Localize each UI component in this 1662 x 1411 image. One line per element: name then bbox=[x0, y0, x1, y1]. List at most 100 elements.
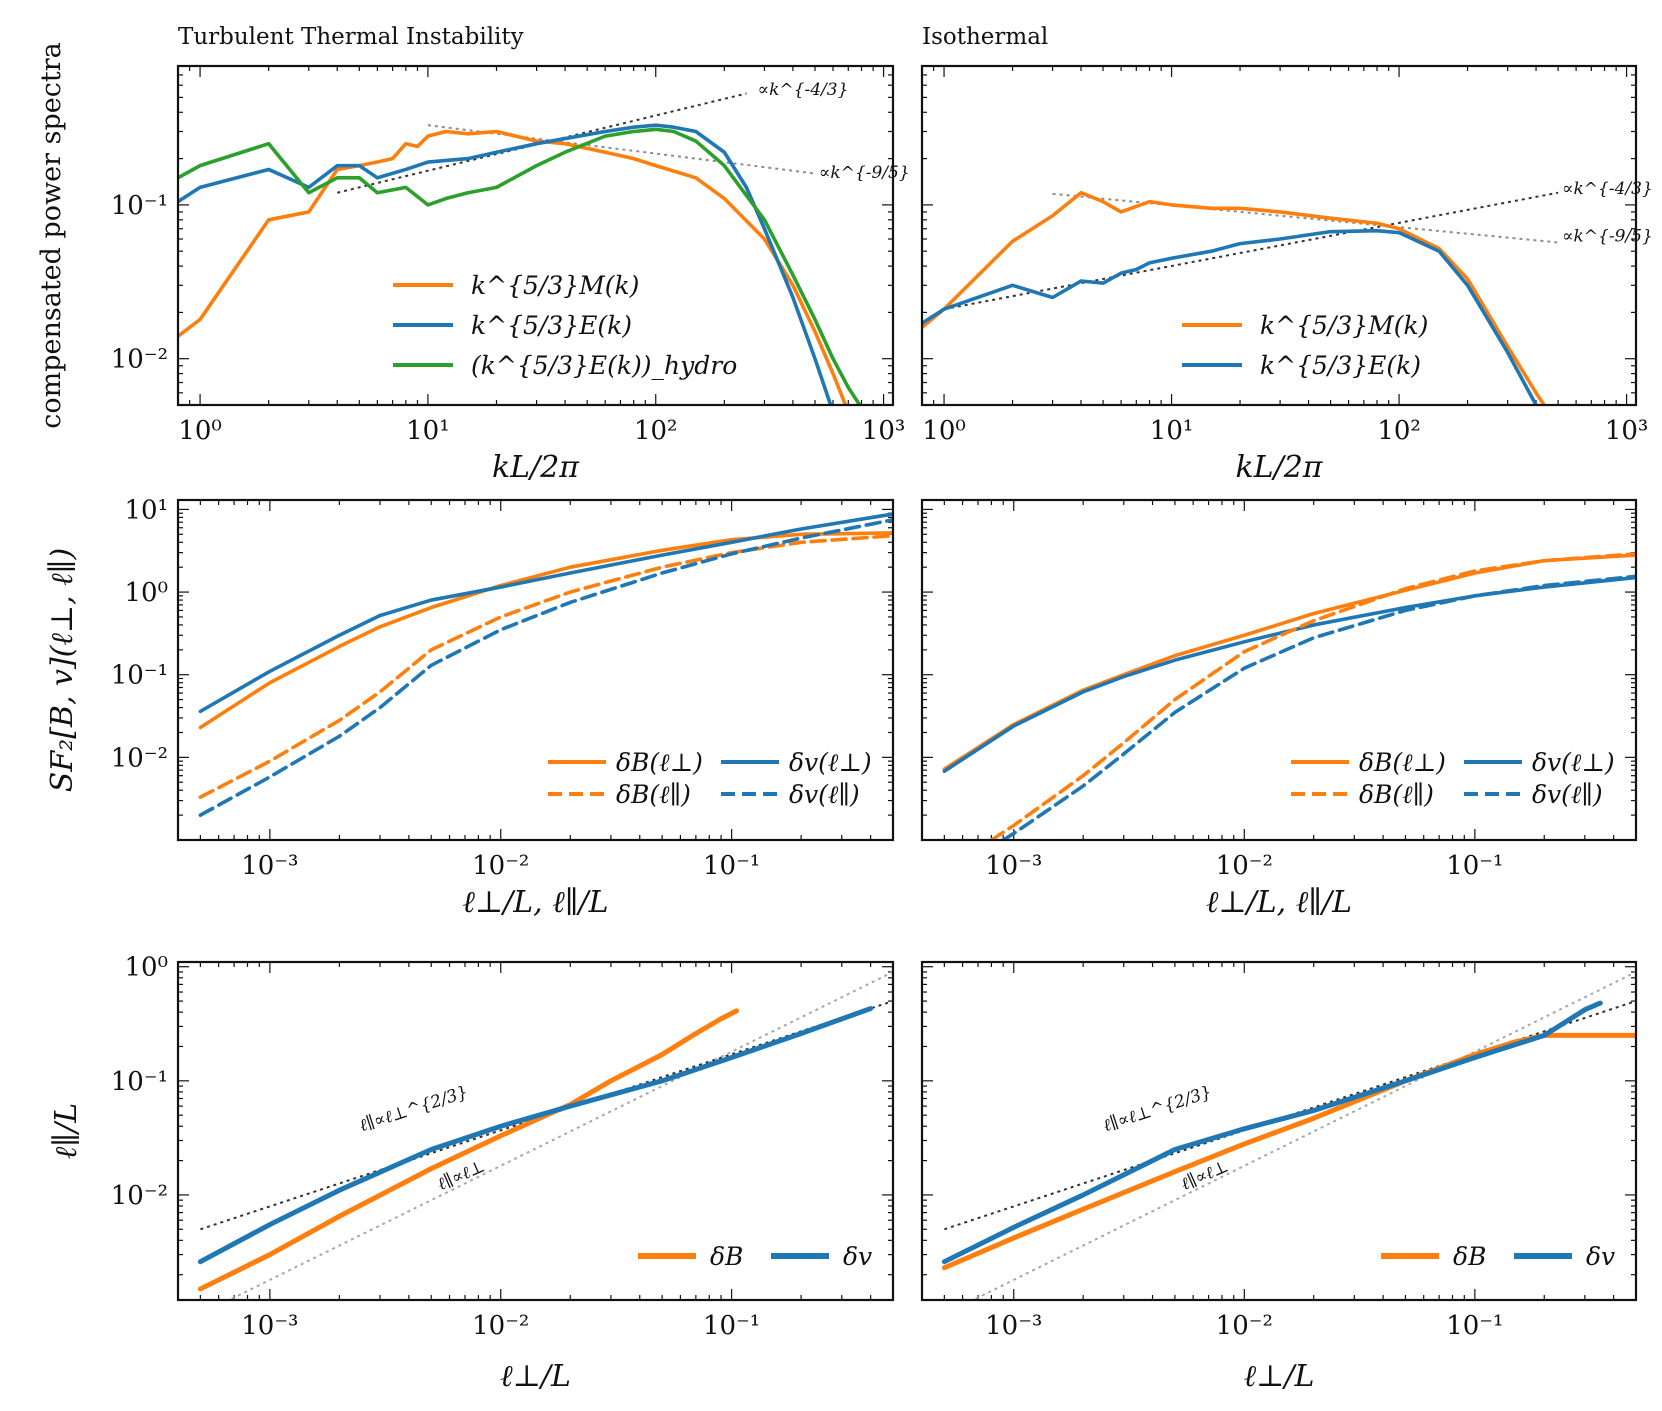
x-tick-label: 10⁻¹ bbox=[703, 851, 760, 881]
axes-frame bbox=[176, 64, 895, 407]
legend-label: δB bbox=[1453, 1242, 1486, 1271]
series-line bbox=[178, 123, 833, 405]
legend-label: k^{5/3}M(k) bbox=[471, 271, 639, 300]
y-tick-label: 10⁻¹ bbox=[111, 1067, 168, 1097]
reference-line-label: ∝k^{-9/5} bbox=[819, 163, 910, 183]
x-tick-label: 10⁻³ bbox=[241, 1311, 298, 1341]
legend-label: δv(ℓ∥) bbox=[789, 780, 860, 809]
x-tick-label: 10⁻² bbox=[1216, 1311, 1273, 1341]
panel-sf2_tti: 10⁻³ 10⁻² 10⁻¹ 10⁻² 10⁻¹ 10⁰ 10¹ ℓ⊥/L, ℓ∥/L SF₂[… bbox=[45, 495, 895, 920]
panel-anisotropy_iso: ℓ∥∝ℓ⊥^{2/3}ℓ∥∝ℓ⊥10⁻³ 10⁻² 10⁻¹ℓ⊥/LδB δv bbox=[920, 960, 1638, 1394]
reference-line-label: ℓ∥∝ℓ⊥^{2/3} bbox=[1101, 1082, 1214, 1136]
panel-anisotropy_tti: ℓ∥∝ℓ⊥^{2/3}ℓ∥∝ℓ⊥10⁻³ 10⁻² 10⁻¹10⁻²10⁻¹10⁰ℓ… bbox=[49, 953, 895, 1394]
legend-label: δB(ℓ∥) bbox=[1359, 780, 1434, 809]
x-tick-label: 10¹ bbox=[1150, 416, 1194, 446]
series-line bbox=[198, 517, 893, 817]
x-tick-label: 10⁻² bbox=[472, 851, 529, 881]
reference-line-label: ℓ∥∝ℓ⊥^{2/3} bbox=[357, 1082, 470, 1136]
legend: δB(ℓ⊥) δB(ℓ∥) δv(ℓ⊥) δv(ℓ∥) bbox=[1291, 748, 1615, 809]
x-tick-label: 10³ bbox=[1605, 416, 1649, 446]
y-tick-label: 10⁻¹ bbox=[111, 191, 168, 221]
series-line bbox=[922, 190, 1547, 405]
x-tick-label: 10² bbox=[1377, 416, 1421, 446]
legend-label: (k^{5/3}E(k))_hydro bbox=[471, 351, 737, 380]
legend: δB δv bbox=[1381, 1242, 1615, 1271]
y-axis-label: SF₂[B, v](ℓ⊥, ℓ∥) bbox=[45, 548, 80, 792]
x-tick-label: 10¹ bbox=[406, 416, 450, 446]
legend-label: δv(ℓ∥) bbox=[1532, 780, 1603, 809]
x-tick-label: 10⁻² bbox=[472, 1311, 529, 1341]
x-axis-label: kL/2π bbox=[492, 450, 580, 485]
x-tick-label: 10⁻³ bbox=[985, 1311, 1042, 1341]
series-line bbox=[198, 512, 893, 714]
y-axis-label: ℓ∥/L bbox=[49, 1103, 84, 1159]
legend-label: k^{5/3}E(k) bbox=[1260, 351, 1421, 380]
legend-label: δv bbox=[1586, 1242, 1615, 1271]
minor-ticks bbox=[177, 962, 894, 1300]
legend-label: δB(ℓ⊥) bbox=[616, 748, 703, 777]
axes-frame bbox=[920, 498, 1638, 842]
reference-line bbox=[226, 971, 893, 1300]
minor-ticks bbox=[177, 500, 894, 841]
y-axis-label: compensated power spectra bbox=[36, 42, 67, 429]
reference-line bbox=[1052, 192, 1559, 244]
series-line bbox=[197, 1008, 740, 1292]
x-tick-label: 10⁻³ bbox=[985, 851, 1042, 881]
legend-label: k^{5/3}M(k) bbox=[1260, 311, 1428, 340]
series-line bbox=[178, 129, 848, 405]
reference-line-label: ∝k^{-4/3} bbox=[1562, 179, 1653, 199]
x-tick-label: 10⁻¹ bbox=[1446, 851, 1503, 881]
y-tick-label: 10¹ bbox=[124, 495, 168, 525]
y-tick-label: 10⁰ bbox=[124, 953, 168, 983]
x-axis-label: ℓ⊥/L bbox=[500, 1359, 571, 1394]
panel-spectra_iso: ∝k^{-4/3} ∝k^{-9/5} 10⁰ 10¹ 10² 10³ kL/2π k^{5/… bbox=[920, 64, 1653, 485]
series-line bbox=[922, 228, 1539, 405]
y-tick-label: 10⁻² bbox=[111, 345, 168, 375]
x-tick-label: 10⁻² bbox=[1216, 851, 1273, 881]
y-tick-label: 10⁻² bbox=[111, 1181, 168, 1211]
legend: δB δv bbox=[638, 1242, 872, 1271]
axes-frame bbox=[176, 498, 895, 842]
axes-frame bbox=[920, 960, 1638, 1302]
legend-label: k^{5/3}E(k) bbox=[471, 311, 632, 340]
series-line bbox=[989, 552, 1636, 840]
reference-line bbox=[970, 971, 1636, 1300]
x-axis-label: ℓ⊥/L, ℓ∥/L bbox=[462, 885, 608, 920]
series-line bbox=[178, 127, 862, 405]
reference-line-label: ∝k^{-9/5} bbox=[1562, 226, 1653, 246]
axes-frame bbox=[920, 64, 1638, 407]
x-tick-label: 10⁻¹ bbox=[703, 1311, 760, 1341]
x-tick-label: 10⁰ bbox=[178, 416, 222, 446]
column-title-isothermal: Isothermal bbox=[922, 24, 1048, 50]
reference-line bbox=[943, 191, 1559, 311]
x-tick-label: 10³ bbox=[862, 416, 906, 446]
x-axis-label: ℓ⊥/L bbox=[1244, 1359, 1315, 1394]
legend-label: δv(ℓ⊥) bbox=[1532, 748, 1615, 777]
panels: ∝k^{-4/3} ∝k^{-9/5} 10⁰ 10¹ 10² 10³ 10⁻² 10⁻¹ kL… bbox=[36, 42, 1653, 1394]
y-tick-label: 10⁰ bbox=[124, 578, 168, 608]
legend-label: δv(ℓ⊥) bbox=[789, 748, 872, 777]
panel-spectra_tti: ∝k^{-4/3} ∝k^{-9/5} 10⁰ 10¹ 10² 10³ 10⁻² 10⁻¹ kL… bbox=[36, 42, 910, 485]
series-line bbox=[942, 575, 1636, 773]
x-tick-label: 10⁰ bbox=[922, 416, 966, 446]
x-axis-label: ℓ⊥/L, ℓ∥/L bbox=[1206, 885, 1352, 920]
minor-ticks bbox=[921, 500, 1637, 841]
series-line bbox=[941, 1032, 1636, 1271]
x-tick-label: 10⁻¹ bbox=[1446, 1311, 1503, 1341]
legend-label: δB bbox=[710, 1242, 743, 1271]
series-line bbox=[941, 1000, 1603, 1265]
series-line bbox=[198, 531, 893, 730]
panel-sf2_iso: 10⁻³ 10⁻² 10⁻¹ ℓ⊥/L, ℓ∥/L δB(ℓ⊥) δB(ℓ∥) δv(ℓ⊥)… bbox=[920, 498, 1638, 920]
axes-frame bbox=[176, 960, 895, 1302]
legend: k^{5/3}M(k) k^{5/3}E(k) bbox=[1182, 311, 1428, 380]
x-tick-label: 10² bbox=[634, 416, 678, 446]
x-tick-label: 10⁻³ bbox=[241, 851, 298, 881]
column-title-tti: Turbulent Thermal Instability bbox=[178, 24, 524, 50]
series-line bbox=[1001, 574, 1636, 840]
x-axis-label: kL/2π bbox=[1235, 450, 1323, 485]
legend-label: δB(ℓ⊥) bbox=[1359, 748, 1446, 777]
series-line bbox=[197, 1006, 874, 1265]
legend-label: δv bbox=[843, 1242, 872, 1271]
y-tick-label: 10⁻² bbox=[111, 743, 168, 773]
